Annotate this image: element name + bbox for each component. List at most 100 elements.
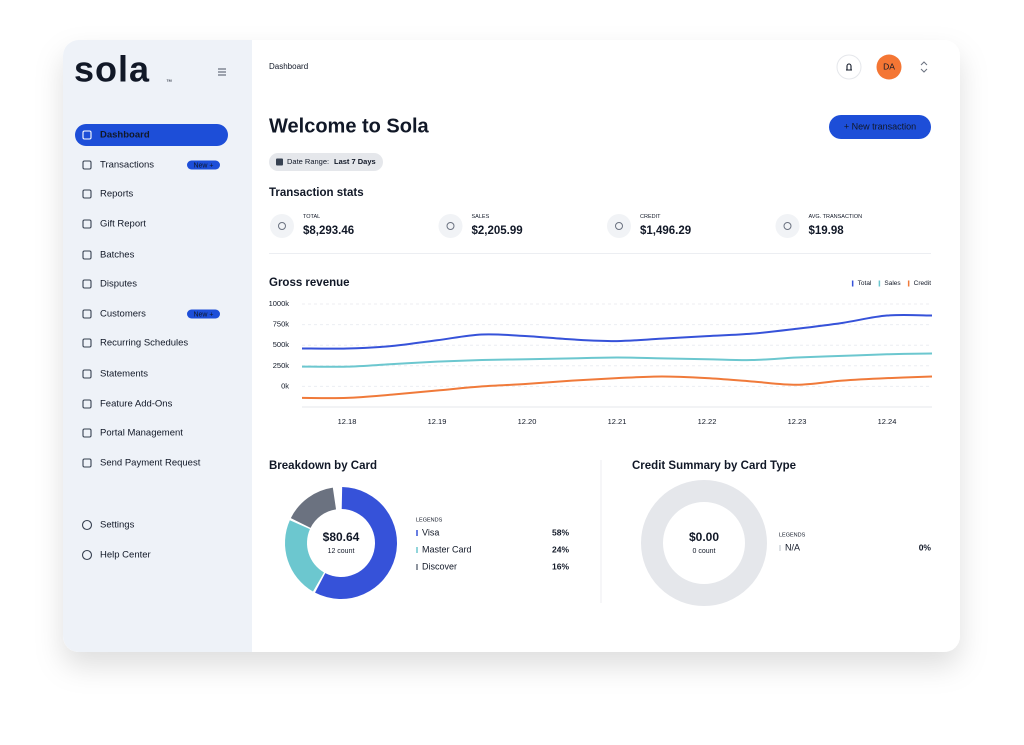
avatar-initials: DA	[883, 61, 895, 71]
nav-icon	[82, 458, 92, 468]
nav-label: Gift Report	[100, 219, 146, 230]
stat-label: AVG. TRANSACTION	[809, 214, 863, 220]
nav-item[interactable]: Customers New +	[82, 309, 220, 320]
nav-item[interactable]: Dashboard	[75, 124, 228, 146]
nav-item[interactable]: Recurring Schedules	[82, 338, 188, 349]
legend-label: Sales	[884, 280, 901, 287]
donut-track	[641, 480, 767, 606]
legend-label: Visa	[422, 527, 439, 537]
collapse-icon[interactable]	[218, 68, 226, 76]
legend-value: 24%	[552, 544, 569, 554]
stat-value: $19.98	[809, 225, 845, 237]
y-tick-label: 1000k	[269, 299, 290, 308]
nav-icon	[81, 519, 93, 531]
nav-label: Portal Management	[100, 428, 183, 439]
nav-label: Dashboard	[100, 130, 150, 141]
date-range-pill[interactable]	[269, 153, 383, 171]
stat-icon	[446, 222, 455, 230]
account-chevron[interactable]	[920, 61, 928, 73]
nav-label: Help Center	[100, 550, 151, 561]
stat-icon	[783, 222, 792, 230]
nav-item[interactable]: Send Payment Request	[82, 458, 201, 469]
legend-label: Credit	[914, 280, 932, 287]
donut-center	[672, 511, 736, 575]
nav-item[interactable]: Settings	[81, 519, 135, 531]
calendar-icon	[276, 158, 283, 166]
donut-segment	[290, 487, 337, 528]
x-tick-label: 12.22	[698, 417, 717, 426]
nav-icon	[82, 338, 92, 348]
nav-icon	[82, 428, 92, 438]
nav-icon	[82, 160, 92, 170]
donut-center-label: 12 count	[328, 548, 355, 555]
nav-icon	[82, 279, 92, 289]
x-tick-label: 12.23	[788, 417, 807, 426]
page-title: Welcome to Sola	[269, 115, 430, 137]
notification-button[interactable]	[836, 54, 862, 80]
nav-item[interactable]: Gift Report	[82, 219, 146, 230]
series-line	[301, 313, 933, 350]
legend-label: Total	[858, 280, 872, 287]
bell-icon	[846, 63, 852, 71]
x-tick-label: 12.20	[518, 417, 537, 426]
legend-value: 16%	[552, 561, 569, 571]
stat-label: SALES	[472, 214, 490, 220]
nav-item[interactable]: Disputes	[82, 279, 137, 290]
stat-value: $1,496.29	[640, 225, 691, 237]
stat-icon-bg	[775, 214, 800, 238]
stat-value: $2,205.99	[472, 225, 523, 237]
legend-value: 0%	[919, 542, 932, 552]
legend-label: N/A	[785, 542, 800, 552]
badge: New +	[193, 162, 213, 169]
nav-label: Batches	[100, 250, 135, 261]
new-transaction-button[interactable]	[829, 115, 931, 139]
stat-label: CREDIT	[640, 214, 661, 220]
nav-icon	[81, 549, 93, 561]
nav-icon	[82, 369, 92, 379]
stat-label: TOTAL	[303, 214, 320, 220]
donut-center-value: $80.64	[323, 530, 360, 544]
nav-label: Disputes	[100, 279, 137, 290]
nav-item[interactable]: Reports	[82, 189, 134, 200]
nav-item[interactable]: Feature Add-Ons	[82, 399, 173, 410]
nav-item[interactable]: Portal Management	[82, 428, 183, 439]
avatar[interactable]	[876, 54, 902, 80]
donut-center-value: $0.00	[689, 530, 719, 544]
nav-label: Transactions	[100, 160, 154, 171]
stat-value: $8,293.46	[303, 225, 354, 237]
nav-icon	[82, 189, 92, 199]
nav-item[interactable]: Statements	[82, 369, 148, 380]
legend-value: 58%	[552, 527, 569, 537]
series-line	[301, 375, 933, 400]
nav-label: Send Payment Request	[100, 458, 201, 469]
nav-item[interactable]: Batches	[82, 250, 135, 261]
donut-center-label: 0 count	[693, 548, 716, 555]
nav-item[interactable]: Help Center	[81, 549, 151, 561]
donut-center	[309, 511, 373, 575]
legend-title: LEGENDS	[779, 532, 806, 538]
chart-title: Credit Summary by Card Type	[632, 460, 796, 472]
badge-bg	[187, 160, 220, 170]
nav-icon	[82, 219, 92, 229]
legend-title: LEGENDS	[416, 517, 443, 523]
x-tick-label: 12.21	[608, 417, 627, 426]
badge-bg	[187, 309, 220, 319]
nav-label: Settings	[100, 520, 135, 531]
x-tick-label: 12.19	[428, 417, 447, 426]
date-range-label: Date Range:	[287, 157, 329, 166]
nav-icon	[82, 399, 92, 409]
nav-icon	[82, 250, 92, 260]
nav-active-bg	[75, 124, 228, 146]
x-tick-label: 12.24	[878, 417, 897, 426]
badge: New +	[193, 311, 213, 318]
nav-label: Statements	[100, 369, 148, 380]
stat-icon-bg	[270, 214, 294, 238]
nav-icon	[82, 130, 92, 140]
y-tick-label: 250k	[273, 361, 290, 370]
nav-item[interactable]: Transactions New +	[82, 160, 220, 171]
legend-label: Discover	[422, 561, 457, 571]
donut-segment	[315, 487, 397, 599]
stat-icon-bg	[438, 214, 463, 238]
y-tick-label: 750k	[273, 320, 290, 329]
